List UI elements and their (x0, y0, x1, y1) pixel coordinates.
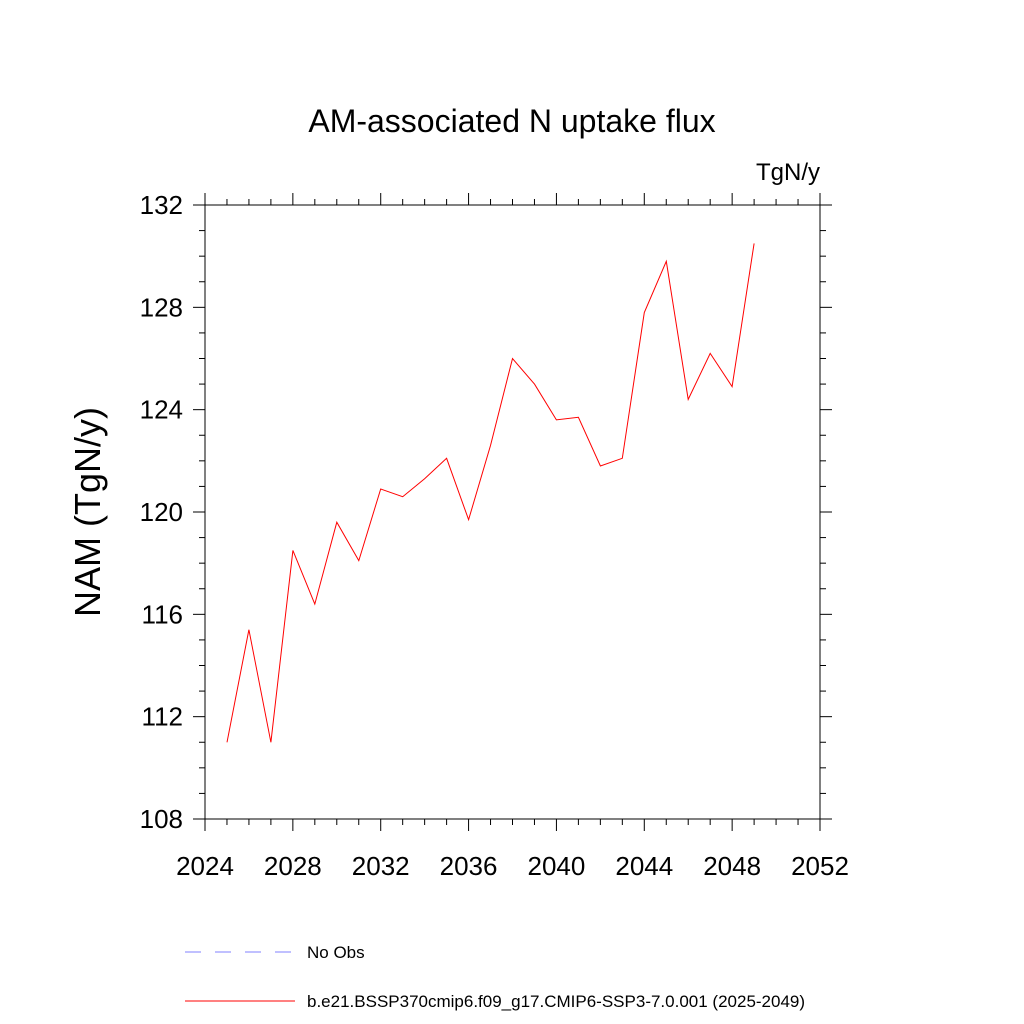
y-tick-label: 112 (142, 702, 183, 732)
series-line-0 (226, 243, 755, 743)
y-tick-label: 124 (140, 395, 183, 425)
legend-model-label: b.e21.BSSP370cmip6.f09_g17.CMIP6-SSP3-7.… (307, 992, 805, 1011)
x-tick-label: 2040 (528, 851, 586, 881)
chart-title: AM-associated N uptake flux (308, 103, 715, 139)
legend: No Obs b.e21.BSSP370cmip6.f09_g17.CMIP6-… (185, 943, 805, 1011)
y-axis-label: NAM (TgN/y) (67, 407, 108, 617)
axis-ticks: 2024 2028 2032 2036 2040 2044 2048 2052 108 112 11… (140, 190, 849, 881)
legend-no-obs-label: No Obs (307, 943, 365, 962)
series-layer (226, 243, 755, 743)
x-tick-label: 2052 (791, 851, 849, 881)
x-tick-label: 2048 (703, 851, 761, 881)
y-tick-label: 116 (142, 599, 183, 629)
units-label: TgN/y (756, 159, 820, 186)
x-tick-label: 2028 (264, 851, 322, 881)
x-tick-label: 2032 (352, 851, 410, 881)
plot-frame (204, 204, 821, 820)
x-tick-label: 2044 (615, 851, 673, 881)
y-tick-label: 132 (140, 190, 183, 220)
x-tick-label: 2036 (440, 851, 498, 881)
y-tick-label: 128 (140, 292, 183, 322)
x-tick-label: 2024 (176, 851, 234, 881)
y-tick-label: 108 (140, 804, 183, 834)
y-tick-label: 120 (140, 497, 183, 527)
